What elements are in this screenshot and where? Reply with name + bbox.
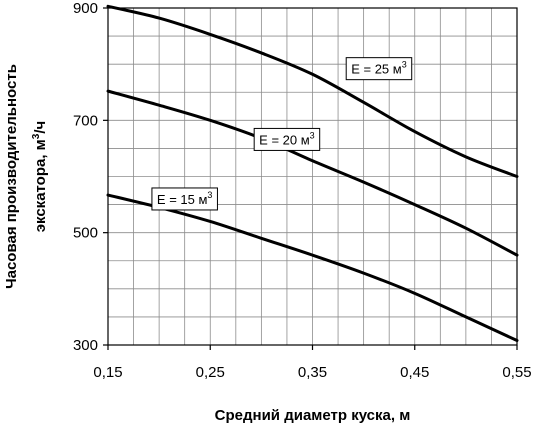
series-line-1: [106, 89, 519, 257]
y-axis-title-suffix: /ч: [32, 121, 49, 134]
series-name-sup: 3: [310, 130, 315, 140]
y-tick-label: 900: [73, 0, 98, 17]
y-axis-title-prefix: экскатора, м: [32, 139, 49, 232]
x-tick-label: 0,25: [196, 364, 225, 381]
y-axis-title-line2: экскатора, м3/ч: [31, 121, 49, 233]
series-label-text: E = 20 м3: [259, 130, 315, 147]
grid: [108, 8, 517, 345]
series-label-box: [345, 57, 413, 81]
series-name: E = 15 м: [157, 192, 208, 207]
x-tick-label: 0,35: [298, 364, 327, 381]
series-line-2: [106, 4, 519, 178]
y-axis-title-sup: 3: [31, 133, 42, 139]
x-tick-label: 0,15: [93, 364, 122, 381]
series-label-text: E = 25 м3: [351, 60, 407, 77]
series-label-2: E = 25 м3: [345, 57, 413, 81]
x-tick-label: 0,45: [400, 364, 429, 381]
series-name: E = 25 м: [351, 62, 402, 77]
x-axis-title: Средний диаметр куска, м: [215, 407, 411, 424]
series-labels: E = 15 м3E = 20 м3E = 25 м3: [151, 57, 413, 211]
series-label-text: E = 15 м3: [157, 190, 213, 207]
y-axis-title: Часовая производительность экскатора, м3…: [3, 64, 49, 289]
series-line-0: [106, 193, 519, 343]
series: [106, 4, 519, 343]
series-label-box: [253, 127, 321, 151]
y-tick-label: 700: [73, 112, 98, 129]
y-ticks: 300 500 700 900: [73, 0, 108, 354]
series-label-box: [151, 187, 218, 211]
y-axis-title-line1: Часовая производительность: [3, 64, 20, 289]
series-name: E = 20 м: [259, 132, 310, 147]
x-tick-label: 0,55: [502, 364, 531, 381]
y-tick-label: 500: [73, 225, 98, 242]
series-label-0: E = 15 м3: [151, 187, 218, 211]
series-name-sup: 3: [402, 60, 407, 70]
series-label-1: E = 20 м3: [253, 127, 321, 151]
y-tick-label: 300: [73, 337, 98, 354]
x-ticks: 0,15 0,25 0,35 0,45 0,55: [93, 345, 532, 381]
series-name-sup: 3: [207, 190, 212, 200]
